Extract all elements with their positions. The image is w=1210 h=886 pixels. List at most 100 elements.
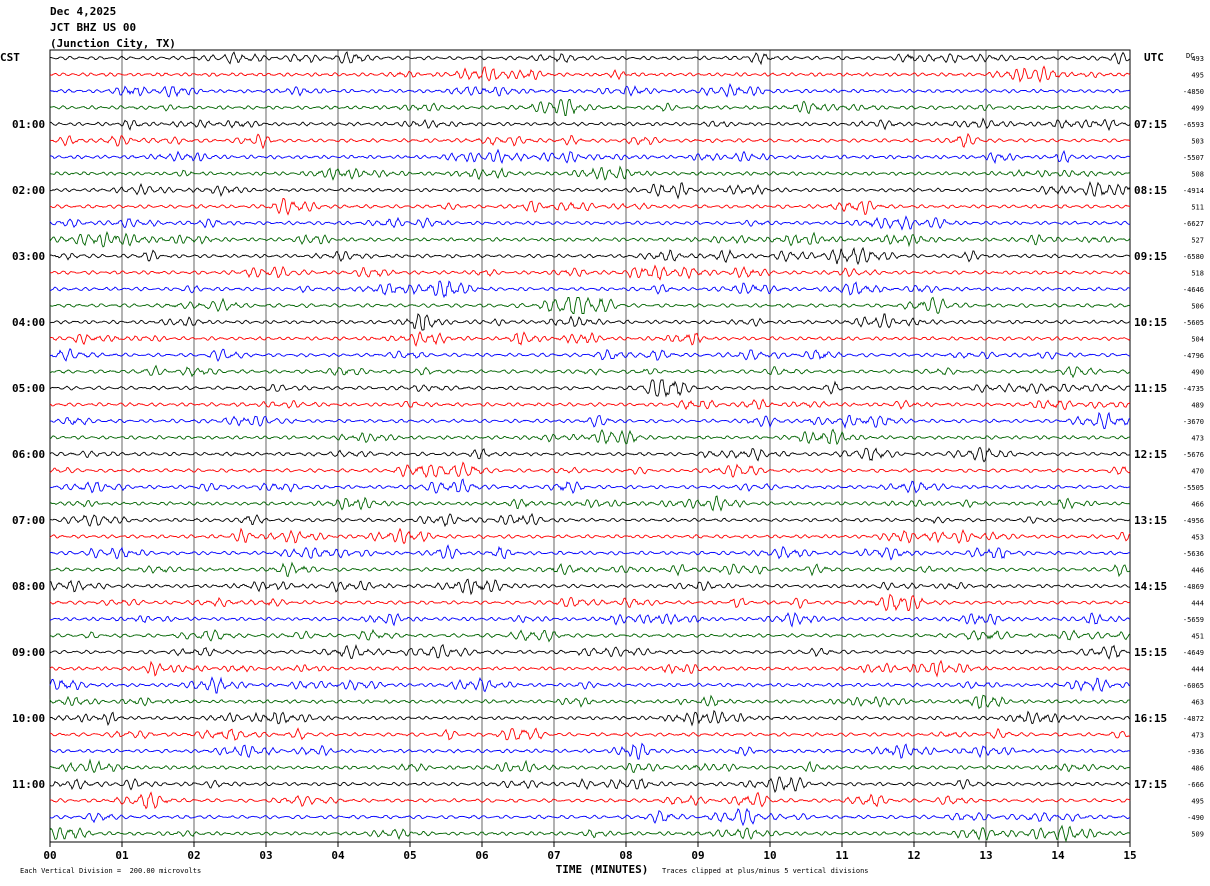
dc-offset-label: -4914	[1183, 187, 1204, 195]
right-hour-label: 11:15	[1134, 382, 1167, 395]
x-tick-label: 10	[763, 849, 776, 862]
dc-offset-label: -666	[1187, 781, 1204, 789]
trace-line	[49, 495, 1131, 512]
trace-line	[49, 148, 1131, 165]
dc-offset-label: -4649	[1183, 649, 1204, 657]
x-tick-label: 02	[187, 849, 200, 862]
trace-line	[49, 807, 1131, 827]
trace-line	[49, 512, 1131, 528]
trace-line	[49, 348, 1131, 362]
dc-offset-label: 446	[1191, 567, 1204, 575]
trace-line	[49, 593, 1130, 612]
x-axis-title: TIME (MINUTES)	[556, 863, 649, 876]
dc-offset-label: 509	[1191, 831, 1204, 839]
dc-offset-label: -3670	[1183, 418, 1204, 426]
dc-offset-label: 470	[1191, 468, 1204, 476]
dc-offset-label: -4735	[1183, 385, 1204, 393]
left-hour-label: 09:00	[12, 646, 45, 659]
dc-offset-label: 451	[1191, 633, 1204, 641]
trace-line	[49, 612, 1131, 628]
dc-offset-label: -5505	[1183, 484, 1204, 492]
trace-line	[49, 98, 1131, 116]
trace-line	[49, 544, 1130, 561]
trace-line	[49, 428, 1131, 446]
trace-line	[49, 676, 1131, 694]
x-tick-label: 15	[1123, 849, 1136, 862]
x-tick-label: 14	[1051, 849, 1065, 862]
trace-line	[49, 180, 1131, 200]
dc-offset-label: 506	[1191, 303, 1204, 311]
left-timezone-label: CST	[0, 51, 20, 64]
dc-offset-label: -4872	[1183, 715, 1204, 723]
x-tick-label: 11	[835, 849, 849, 862]
trace-line	[49, 165, 1131, 181]
right-hour-label: 13:15	[1134, 514, 1167, 527]
right-hour-label: 14:15	[1134, 580, 1167, 593]
right-hour-label: 07:15	[1134, 118, 1167, 131]
trace-line	[49, 742, 1131, 760]
trace-line	[50, 198, 1131, 216]
trace-line	[49, 411, 1131, 430]
clipping-note: Traces clipped at plus/minus 5 vertical …	[662, 867, 869, 875]
left-hour-label: 01:00	[12, 118, 45, 131]
dc-offset-label: 504	[1191, 336, 1204, 344]
dc-offset-label: 508	[1191, 171, 1204, 179]
dc-offset-label: -5659	[1183, 616, 1204, 624]
right-hour-label: 08:15	[1134, 184, 1167, 197]
trace-line	[49, 231, 1131, 248]
trace-line	[49, 117, 1131, 132]
trace-line	[49, 313, 1131, 331]
trace-line	[49, 364, 1131, 379]
seismic-traces	[49, 51, 1131, 843]
trace-line	[49, 659, 1131, 678]
trace-line	[49, 398, 1131, 411]
left-hour-label: 07:00	[12, 514, 45, 527]
trace-line	[50, 727, 1131, 741]
trace-line	[49, 791, 1131, 810]
trace-line	[49, 758, 1131, 774]
left-hour-label: 10:00	[12, 712, 45, 725]
dc-offset-label: -5636	[1183, 550, 1204, 558]
left-hour-label: 11:00	[12, 778, 45, 791]
right-hour-label: 17:15	[1134, 778, 1167, 791]
dc-offset-label: 503	[1191, 138, 1204, 146]
trace-line	[49, 561, 1131, 578]
trace-line	[49, 379, 1131, 398]
dc-offset-label: 499	[1191, 105, 1204, 113]
left-hour-label: 05:00	[12, 382, 45, 395]
dc-offset-label: 490	[1191, 369, 1204, 377]
dc-offset-label: -4646	[1183, 286, 1204, 294]
trace-line	[49, 51, 1131, 66]
right-hour-label: 12:15	[1134, 448, 1167, 461]
x-tick-label: 03	[259, 849, 272, 862]
trace-line	[49, 83, 1131, 98]
trace-line	[49, 246, 1131, 266]
x-tick-label: 08	[619, 849, 632, 862]
trace-line	[49, 478, 1130, 494]
dc-offset-label: -6593	[1183, 121, 1204, 129]
dc-offset-label: 495	[1191, 72, 1204, 80]
dc-offset-label: 444	[1191, 666, 1204, 674]
dc-offset-label: -5605	[1183, 319, 1204, 327]
header-date: Dec 4,2025	[50, 5, 117, 18]
dc-offset-label: -4850	[1183, 88, 1204, 96]
dc-offset-label: 493	[1191, 55, 1204, 63]
x-tick-label: 07	[547, 849, 560, 862]
right-hour-label: 16:15	[1134, 712, 1167, 725]
vertical-division-note: Each Vertical Division = 200.00 microvol…	[20, 867, 202, 875]
trace-line	[49, 578, 1131, 596]
trace-line	[49, 280, 1131, 299]
trace-line	[49, 461, 1131, 478]
x-tick-label: 05	[403, 849, 416, 862]
dc-offset-label: 444	[1191, 600, 1204, 608]
dc-header-label: DC	[1186, 52, 1194, 60]
trace-line	[49, 446, 1131, 463]
dc-offset-label: 473	[1191, 732, 1204, 740]
left-hour-label: 04:00	[12, 316, 45, 329]
dc-offset-label: 473	[1191, 435, 1204, 443]
dc-offset-label: 495	[1191, 798, 1204, 806]
dc-offset-label: 466	[1191, 501, 1204, 509]
dc-offset-label: -6580	[1183, 253, 1204, 261]
trace-line	[49, 331, 1131, 347]
